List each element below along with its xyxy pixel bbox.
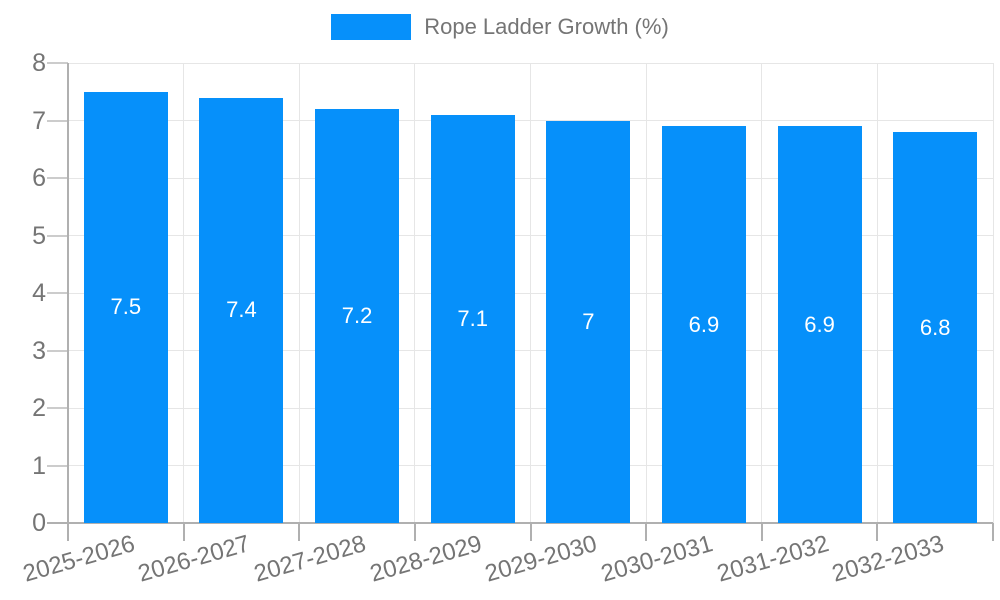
y-axis-label: 8 [32,49,46,77]
bar-value-label: 7.5 [110,294,142,320]
y-axis-tick [47,119,68,122]
x-axis-tick [760,523,763,541]
x-axis-line [47,522,993,524]
bar-value-label: 6.8 [919,314,951,340]
x-gridline [761,63,763,523]
x-axis-tick [529,523,532,541]
x-gridline [530,63,531,523]
y-axis-label: 6 [32,164,46,192]
y-axis-label: 1 [32,451,46,480]
x-gridline [645,63,647,523]
y-axis-tick [47,292,68,294]
y-axis-tick [47,62,68,64]
x-axis-tick [876,523,879,541]
x-gridline [414,63,416,523]
x-axis-tick [413,523,416,541]
y-axis-tick [47,407,68,409]
y-axis-label: 5 [32,221,46,250]
x-axis-tick [298,523,301,541]
legend-label: Rope Ladder Growth (%) [424,14,669,39]
chart-legend: Rope Ladder Growth (%) [0,14,1000,40]
legend-color-swatch-icon [331,14,412,40]
x-gridline [183,63,185,523]
x-axis-tick [992,523,994,541]
bar-value-label: 7.4 [226,297,257,323]
y-axis-line [67,63,69,541]
legend-item-rope-ladder-growth[interactable]: Rope Ladder Growth (%) [331,14,669,40]
y-axis-tick [47,234,68,237]
bar-2029-2030[interactable] [546,120,631,523]
x-axis-tick [645,523,648,541]
y-axis-label: 4 [32,279,46,307]
bar-2025-2026[interactable] [83,91,168,523]
y-axis-tick [47,464,68,467]
y-axis-tick [47,349,68,352]
bar-value-label: 6.9 [804,311,835,337]
y-axis-label: 2 [32,394,46,422]
bar-value-label: 7.2 [341,303,373,328]
bar-2028-2029[interactable] [430,114,515,523]
y-axis-label: 7 [32,106,46,135]
bar-2027-2028[interactable] [315,109,400,523]
bar-value-label: 7 [582,308,595,334]
x-gridline [298,63,300,523]
x-gridline [876,63,878,523]
bar-value-label: 7.1 [457,305,488,331]
bar-value-label: 6.9 [688,311,720,337]
x-gridline [992,63,994,523]
bar-2026-2027[interactable] [199,97,284,523]
x-axis-tick [182,523,185,541]
y-axis-label: 3 [32,336,46,365]
bar-2031-2032[interactable] [777,126,862,523]
bar-2032-2033[interactable] [893,132,978,523]
y-axis-label: 0 [32,509,46,537]
y-axis-tick [47,177,68,179]
bar-2030-2031[interactable] [661,126,746,523]
